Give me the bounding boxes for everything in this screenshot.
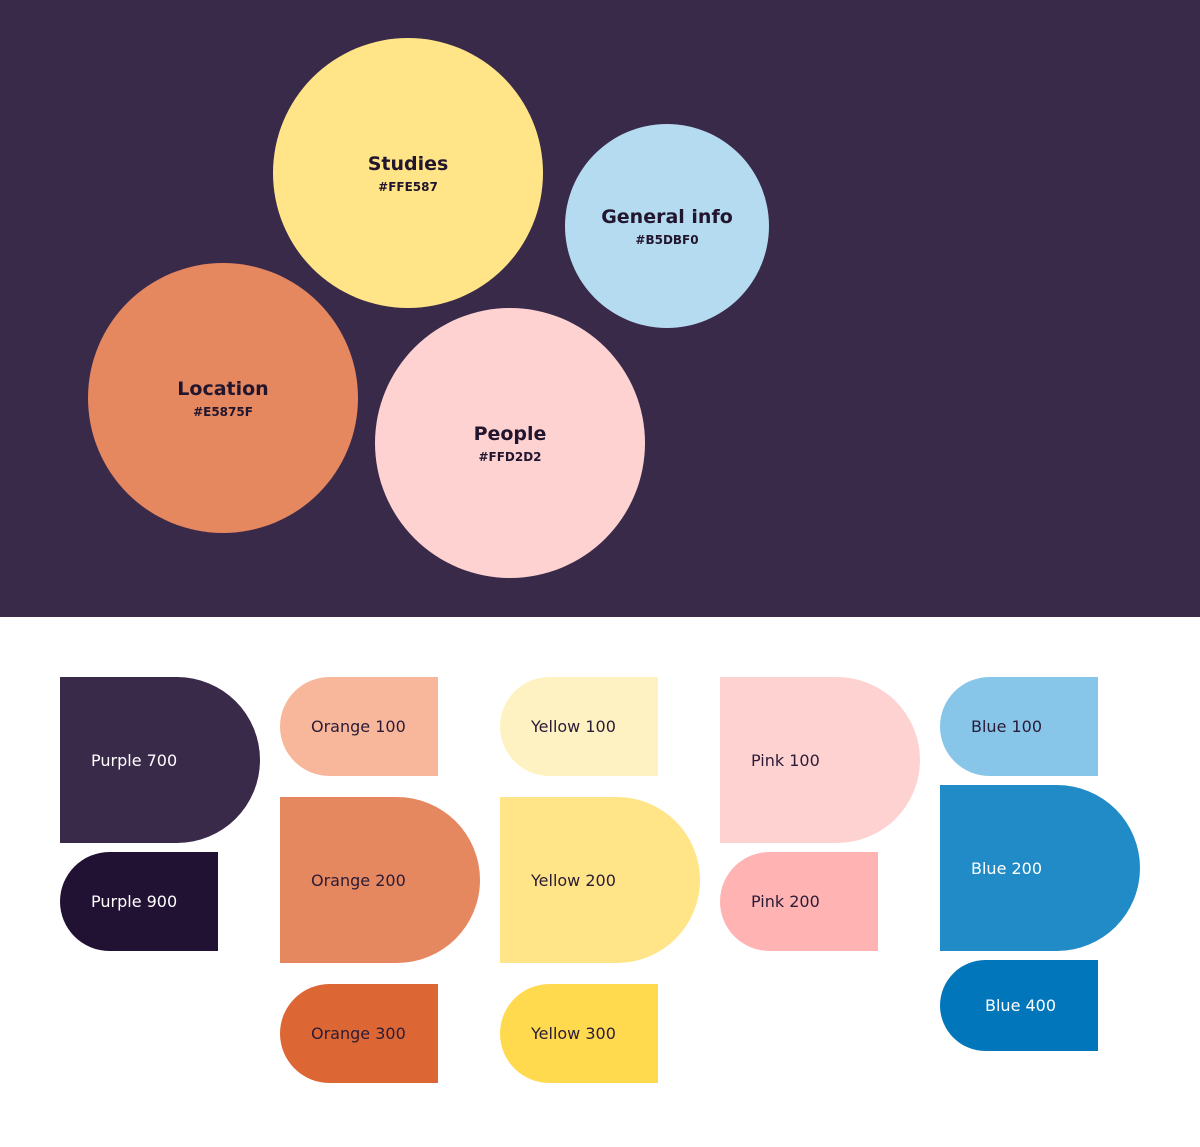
swatch-purple-700: Purple 700	[60, 677, 260, 843]
circle-hex: #FFD2D2	[478, 450, 542, 464]
location-circle: Location #E5875F	[88, 263, 358, 533]
swatch-orange-200: Orange 200	[280, 797, 480, 963]
swatch-label: Yellow 200	[531, 870, 616, 890]
circle-title: People	[473, 423, 547, 445]
swatch-orange-300: Orange 300	[280, 984, 438, 1083]
circle-title: Studies	[367, 153, 449, 175]
swatch-label: Orange 200	[311, 870, 406, 890]
swatch-yellow-200: Yellow 200	[500, 797, 700, 963]
swatch-yellow-100: Yellow 100	[500, 677, 658, 776]
swatch-label: Yellow 100	[531, 717, 616, 736]
swatch-blue-100: Blue 100	[940, 677, 1098, 776]
swatch-blue-400: Blue 400	[940, 960, 1098, 1051]
general-info-circle: General info #B5DBF0	[565, 124, 769, 328]
swatch-label: Blue 100	[971, 717, 1043, 736]
circle-title: Location	[177, 378, 269, 400]
swatch-orange-100: Orange 100	[280, 677, 438, 776]
swatch-label: Purple 900	[91, 892, 178, 911]
circle-hex: #E5875F	[193, 405, 253, 419]
swatch-label: Orange 100	[311, 717, 406, 736]
swatch-blue-200: Blue 200	[940, 785, 1140, 951]
swatch-label: Blue 400	[985, 996, 1057, 1015]
swatch-pink-100: Pink 100	[720, 677, 920, 843]
circle-hex: #B5DBF0	[635, 233, 699, 247]
studies-circle: Studies #FFE587	[273, 38, 543, 308]
palette-overview-panel: Studies #FFE587 General info #B5DBF0 Loc…	[0, 0, 1200, 617]
swatch-pink-200: Pink 200	[720, 852, 878, 951]
people-circle: People #FFD2D2	[375, 308, 645, 578]
swatch-label: Orange 300	[311, 1024, 406, 1043]
swatch-label: Purple 700	[91, 750, 178, 770]
swatch-label: Pink 200	[751, 892, 820, 911]
swatch-purple-900: Purple 900	[60, 852, 218, 951]
swatch-label: Blue 200	[971, 858, 1043, 878]
swatch-yellow-300: Yellow 300	[500, 984, 658, 1083]
swatch-label: Pink 100	[751, 750, 820, 770]
circle-hex: #FFE587	[378, 180, 438, 194]
circle-title: General info	[601, 206, 733, 228]
swatch-label: Yellow 300	[531, 1024, 616, 1043]
